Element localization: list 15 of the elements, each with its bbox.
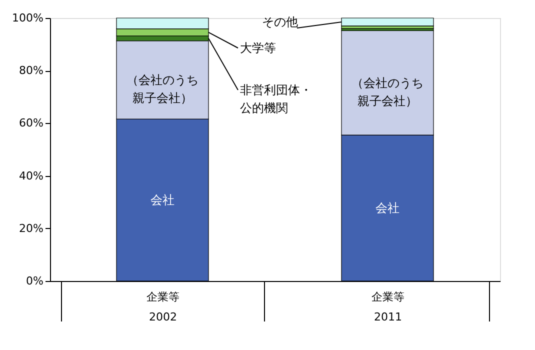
y-tick-label: 80% xyxy=(19,64,44,78)
series-label: 会社 xyxy=(150,192,174,207)
series-label: （会社のうち親子会社） xyxy=(126,72,198,105)
x-tick-label: 企業等 2011 xyxy=(372,290,404,324)
text: （会社のうち親子会社） xyxy=(352,76,424,108)
y-tick-label: 20% xyxy=(19,222,44,235)
x-tick-label: 企業等 2002 xyxy=(146,290,180,324)
legend-label: 大学等 xyxy=(240,41,276,55)
text: 非営利団体・公的機関 xyxy=(240,83,312,115)
y-tick-label: 100% xyxy=(12,12,44,24)
y-tick-label: 40% xyxy=(19,169,44,182)
text: その他 xyxy=(262,15,298,29)
text: 会社 xyxy=(376,201,400,216)
y-tick-label: 60% xyxy=(19,116,44,130)
y-tick-label: 0% xyxy=(26,274,44,288)
